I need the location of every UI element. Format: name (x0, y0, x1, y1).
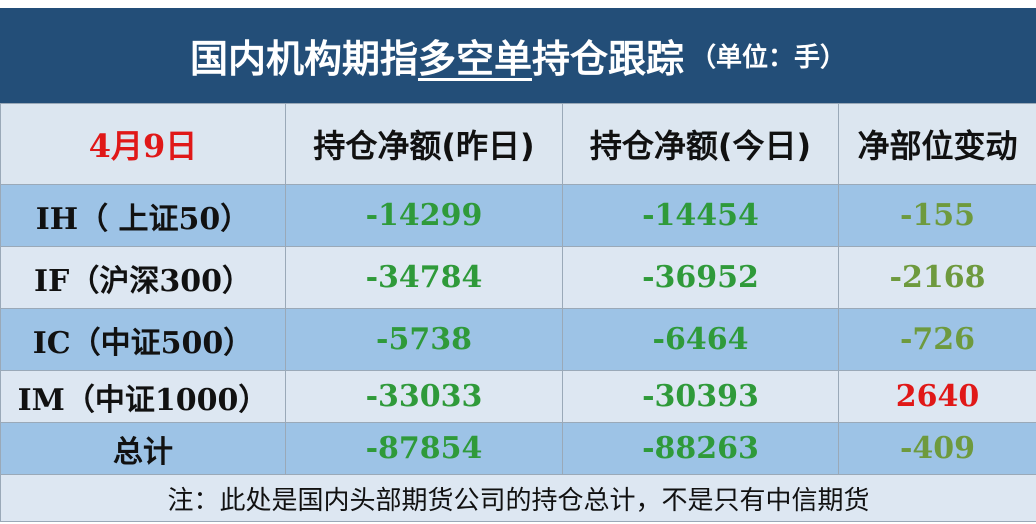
cell-value: -6464 (562, 308, 839, 371)
row-label: IH（ 上证50） (0, 184, 286, 247)
cell-value: -33033 (285, 370, 563, 423)
column-header: 净部位变动 (838, 103, 1036, 185)
header-row: 4月9日 持仓净额(昨日) 持仓净额(今日) 净部位变动 (0, 103, 1036, 185)
cell-value: -5738 (285, 308, 563, 371)
table: 4月9日 持仓净额(昨日) 持仓净额(今日) 净部位变动 IH（ 上证50） -14299… (0, 103, 1036, 522)
row-label: IM（中证1000） (0, 370, 286, 423)
data-row: IC（中证500） -5738 -6464 -726 (0, 308, 1036, 371)
cell-value: -88263 (562, 422, 839, 475)
data-row: IM（中证1000） -33033 -30393 2640 (0, 370, 1036, 423)
column-header: 4月9日 (0, 103, 286, 185)
data-row: IF（沪深300） -34784 -36952 -2168 (0, 246, 1036, 309)
row-label: 总计 (0, 422, 286, 475)
title-bar: 国内机构期指多空单持仓跟踪 （单位：手） (0, 8, 1036, 103)
cell-value: -87854 (285, 422, 563, 475)
cell-value: -34784 (285, 246, 563, 309)
row-label: IF（沪深300） (0, 246, 286, 309)
column-header: 持仓净额(今日) (562, 103, 839, 185)
cell-value: -30393 (562, 370, 839, 423)
column-header: 持仓净额(昨日) (285, 103, 563, 185)
unit: （单位：手） (690, 43, 847, 73)
title: 国内机构期指多空单持仓跟踪 (190, 28, 684, 83)
data-row: 总计 -87854 -88263 -409 (0, 422, 1036, 475)
cell-value: -14454 (562, 184, 839, 247)
row-label: IC（中证500） (0, 308, 286, 371)
cell-value: -36952 (562, 246, 839, 309)
note: 注：此处是国内头部期货公司的持仓总计，不是只有中信期货 (0, 474, 1036, 522)
cell-value: -2168 (838, 246, 1036, 309)
note-row: 注：此处是国内头部期货公司的持仓总计，不是只有中信期货 (0, 474, 1036, 522)
cell-value: -409 (838, 422, 1036, 475)
cell-value: -14299 (285, 184, 563, 247)
data-row: IH（ 上证50） -14299 -14454 -155 (0, 184, 1036, 247)
title-part: 国内机构期指 (189, 37, 418, 81)
cell-value: -155 (838, 184, 1036, 247)
cell-value: 2640 (838, 370, 1036, 423)
title-part: 多空单 (417, 37, 532, 81)
title-part: 持仓跟踪 (532, 37, 685, 81)
cell-value: -726 (838, 308, 1036, 371)
